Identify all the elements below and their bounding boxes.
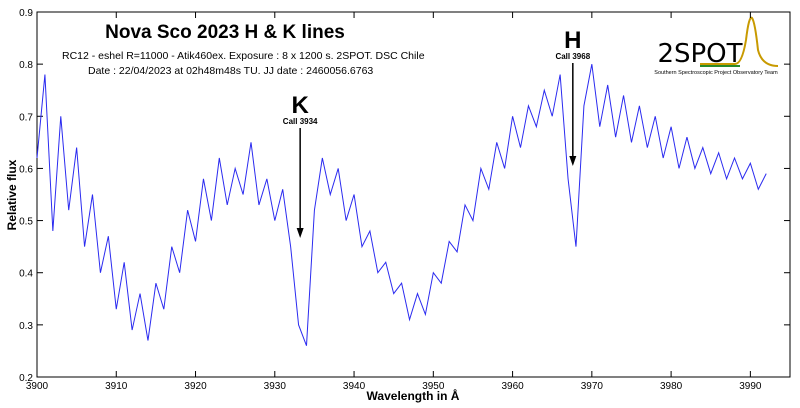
subtitle: RC12 - eshel R=11000 - Atik460ex. Exposu… [62, 50, 425, 62]
y-tick-label: 0.4 [19, 269, 33, 280]
x-tick-label: 3900 [26, 381, 49, 392]
y-tick-label: 0.9 [19, 8, 33, 19]
logo: 2SPOT Southern Spectroscopic Project Obs… [654, 16, 779, 76]
x-tick-label: 3980 [660, 381, 683, 392]
annotation-note: Call 3934 [283, 117, 318, 126]
logo-caption: Southern Spectroscopic Project Observato… [654, 70, 778, 76]
spectrum-line [36, 64, 767, 346]
x-tick-label: 3910 [105, 381, 128, 392]
y-tick-label: 0.5 [19, 217, 33, 228]
y-tick-label: 0.6 [19, 164, 33, 175]
annotation-label: K [291, 92, 309, 119]
arrow-head [296, 228, 304, 238]
x-tick-label: 3960 [501, 381, 524, 392]
x-tick-label: 3970 [581, 381, 604, 392]
x-tick-label: 3950 [422, 381, 445, 392]
x-tick-label: 3990 [739, 381, 762, 392]
logo-text: 2SPOT [657, 39, 742, 69]
x-axis-label: Wavelength in Å [367, 388, 460, 403]
y-tick-label: 0.3 [19, 321, 33, 332]
y-axis-label: Relative flux [5, 159, 19, 230]
y-tick-label: 0.2 [19, 373, 33, 384]
chart-title: Nova Sco 2023 H & K lines [105, 22, 345, 43]
annotation-label: H [564, 27, 581, 54]
logo-curve [700, 16, 779, 67]
annotation-note: Call 3968 [555, 52, 590, 61]
x-tick-label: 3930 [264, 381, 287, 392]
x-tick-label: 3920 [184, 381, 207, 392]
y-tick-label: 0.8 [19, 60, 33, 71]
subtitle: Date : 22/04/2023 at 02h48m48s TU. JJ da… [88, 65, 373, 77]
x-tick-label: 3940 [343, 381, 366, 392]
plot-frame [36, 11, 791, 378]
y-tick-label: 0.7 [19, 112, 33, 123]
arrow-head [569, 156, 577, 166]
